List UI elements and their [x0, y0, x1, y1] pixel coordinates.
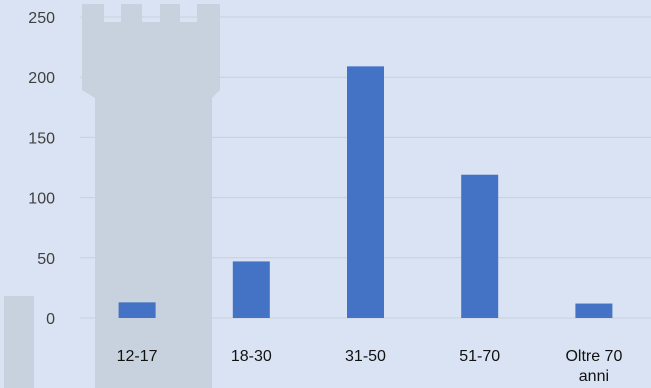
y-axis-ticks: 0 50 100 150 200 250: [28, 10, 55, 328]
y-tick-label: 250: [28, 10, 55, 27]
bar-3: [461, 174, 499, 318]
x-category-label: 31-50: [345, 348, 386, 365]
y-tick-label: 150: [28, 130, 55, 147]
bars: [118, 66, 613, 318]
tower-watermark-icon: [4, 4, 220, 388]
y-tick-label: 200: [28, 70, 55, 87]
x-category-label: Oltre 70 anni: [565, 348, 622, 385]
y-tick-label: 50: [37, 251, 55, 268]
y-tick-label: 0: [46, 311, 55, 328]
bar-0: [118, 302, 156, 318]
x-category-label: 51-70: [459, 348, 500, 365]
x-category-label: 18-30: [231, 348, 272, 365]
y-tick-label: 100: [28, 191, 55, 208]
x-axis-categories: 12-17 18-30 31-50 51-70 Oltre 70 anni: [117, 348, 623, 385]
bar-4: [575, 303, 613, 318]
bar-1: [232, 261, 270, 318]
x-category-label: 12-17: [117, 348, 158, 365]
bar-2: [347, 66, 384, 318]
